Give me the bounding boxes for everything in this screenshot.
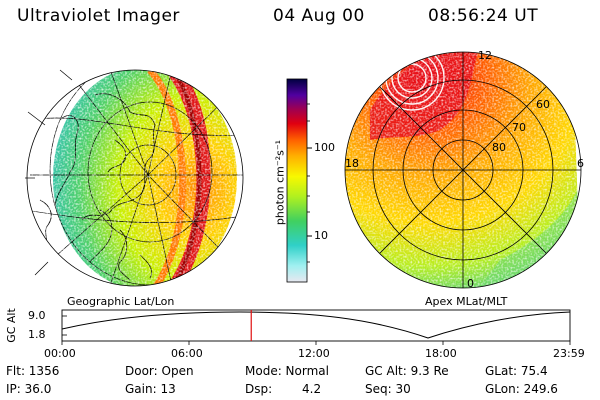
gc-altitude: GC Alt: 9.3 Re <box>365 364 449 378</box>
dsp-label: Dsp: <box>245 382 273 396</box>
door-status: Door: Open <box>125 364 194 378</box>
mlt-label-12: 12 <box>478 49 492 62</box>
altitude-ytick-1-8: 1.8 <box>28 328 46 341</box>
altitude-plot <box>61 309 571 345</box>
geographic-caption: Geographic Lat/Lon <box>67 295 175 308</box>
time-tick-0000: 00:00 <box>44 347 76 360</box>
geographic-image <box>25 69 244 287</box>
flight-number: Flt: 1356 <box>6 364 60 378</box>
dsp-value: 4.2 <box>302 382 322 396</box>
time-label: 08:56:24 UT <box>428 6 539 26</box>
gain-value: Gain: 13 <box>125 382 176 396</box>
sequence-number: Seq: 30 <box>365 382 411 396</box>
instrument-title: Ultraviolet Imager <box>17 6 180 26</box>
mode-value: Mode: Normal <box>245 364 329 378</box>
mlat-label-70: 70 <box>512 121 526 134</box>
mlat-label-60: 60 <box>536 98 550 111</box>
colorbar <box>286 78 312 283</box>
time-tick-2359: 23:59 <box>553 347 585 360</box>
apex-caption: Apex MLat/MLT <box>425 295 508 308</box>
mlt-label-18: 18 <box>345 157 359 170</box>
date-label: 04 Aug 00 <box>273 6 365 26</box>
time-tick-0600: 06:00 <box>171 347 203 360</box>
ip-value: IP: 36.0 <box>6 382 52 396</box>
geo-latitude: GLat: 75.4 <box>485 364 548 378</box>
apex-image <box>344 51 582 289</box>
altitude-ylabel: GC Alt <box>4 308 18 343</box>
mlt-label-6: 6 <box>577 157 584 170</box>
time-tick-1200: 12:00 <box>298 347 330 360</box>
altitude-ytick-9: 9.0 <box>28 309 46 322</box>
colorbar-tick-10: 10 <box>314 229 328 242</box>
geo-longitude: GLon: 249.6 <box>485 382 558 396</box>
colorbar-unit-label: photon cm⁻²s⁻¹ <box>273 139 287 226</box>
colorbar-tick-100: 100 <box>314 141 335 154</box>
time-tick-1800: 18:00 <box>425 347 457 360</box>
mlat-label-80: 80 <box>492 141 506 154</box>
mlt-label-0: 0 <box>467 277 474 290</box>
